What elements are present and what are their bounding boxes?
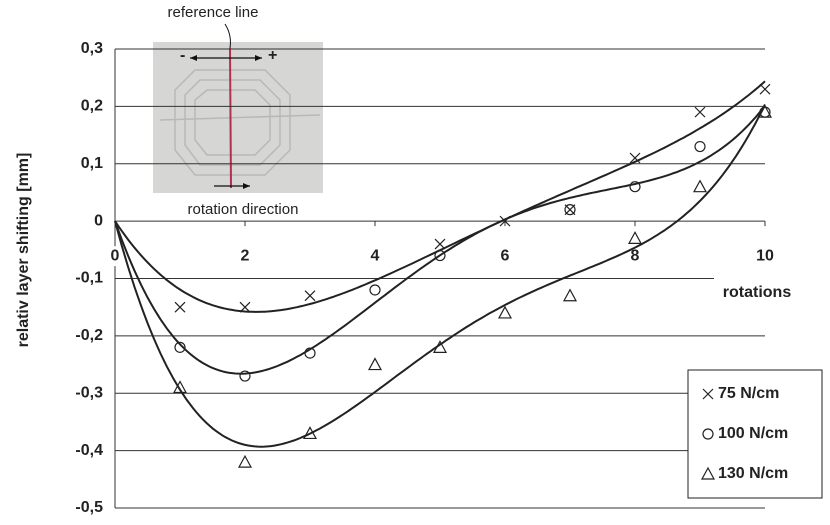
marker-circle — [370, 285, 380, 295]
y-tick-label: -0,1 — [75, 270, 103, 287]
x-tick-label: 4 — [371, 247, 380, 264]
marker-circle — [695, 142, 705, 152]
legend-label: 75 N/cm — [718, 385, 779, 402]
marker-x — [760, 84, 770, 94]
y-tick-label: 0,2 — [81, 98, 103, 115]
x-tick-label: 2 — [241, 247, 250, 264]
inset-photo: - + reference line rotation direction — [153, 4, 323, 218]
marker-triangle — [239, 456, 251, 467]
x-tick-label: 10 — [756, 247, 774, 264]
y-tick-label: 0 — [94, 212, 103, 229]
marker-x — [175, 302, 185, 312]
plus-label: + — [268, 47, 277, 64]
marker-x — [435, 239, 445, 249]
legend-label: 100 N/cm — [718, 425, 788, 442]
marker-circle — [240, 371, 250, 381]
reference-line-label: reference line — [168, 4, 259, 21]
rotation-direction-label: rotation direction — [188, 201, 299, 218]
y-tick-label: -0,2 — [75, 327, 103, 344]
marker-triangle — [499, 307, 511, 318]
y-tick-label: -0,5 — [75, 499, 103, 516]
marker-triangle — [629, 232, 641, 243]
x-tick-label: 6 — [501, 247, 510, 264]
y-axis-label: relativ layer shifting [mm] — [15, 153, 32, 348]
marker-x — [695, 107, 705, 117]
reference-stroke — [230, 48, 231, 188]
marker-x — [305, 291, 315, 301]
legend-label: 130 N/cm — [718, 465, 788, 482]
minus-label: - — [180, 47, 185, 64]
chart: relativ layer shifting [mm] - + referenc… — [0, 0, 830, 520]
x-tick-label: 0 — [111, 247, 120, 264]
marker-triangle — [694, 181, 706, 192]
legend: 75 N/cm 100 N/cm 130 N/cm — [688, 370, 822, 498]
marker-triangle — [564, 290, 576, 301]
y-tick-label: -0,3 — [75, 384, 103, 401]
y-tick-label: -0,4 — [75, 442, 103, 459]
x-axis-label: rotations — [723, 284, 792, 301]
y-tick-label: 0,3 — [81, 40, 103, 57]
y-tick-label: 0,1 — [81, 155, 103, 172]
marker-triangle — [369, 359, 381, 370]
